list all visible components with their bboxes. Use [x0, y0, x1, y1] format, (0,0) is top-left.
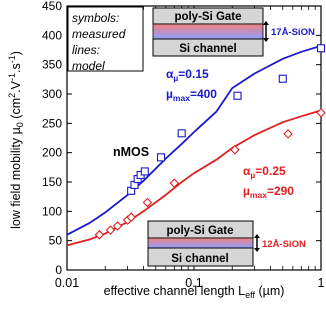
- data-point-diamond: [283, 129, 293, 139]
- legend-line: measured: [72, 27, 126, 41]
- y-tick-label: 200: [42, 146, 62, 160]
- y-tick-label: 400: [42, 28, 62, 42]
- data-point-diamond: [316, 107, 326, 118]
- legend-line: model: [72, 59, 105, 73]
- model-line-0: [66, 45, 322, 236]
- red-mu-annotation: µmax=290: [243, 184, 294, 200]
- y-tick-label: 150: [42, 175, 62, 189]
- y-tick-labels: 0 50 100 150 200 250 300 350 400 450: [42, 0, 62, 277]
- inset-channel-box: [152, 38, 264, 57]
- blue-alpha-annotation: αµ=0.15: [166, 67, 209, 83]
- y-tick-label: 350: [42, 58, 62, 72]
- blue-mu-annotation: µmax=400: [166, 87, 217, 103]
- data-point-diamond: [169, 178, 180, 188]
- inset-channel-label: Si channel: [179, 43, 237, 55]
- data-markers: [94, 44, 326, 240]
- data-point-diamond: [230, 144, 240, 155]
- data-point-square: [278, 74, 287, 83]
- y-tick-label: 0: [55, 263, 62, 277]
- y-tick-label: 250: [42, 116, 62, 130]
- x-tick-label: 0.1: [185, 276, 202, 290]
- inset-oxide-layer: [152, 23, 264, 40]
- x-axis-label: effective channel length Leff (µm): [104, 284, 285, 300]
- data-point-diamond: [112, 221, 123, 231]
- data-point-square: [316, 44, 326, 53]
- red-alpha-annotation: αµ=0.25: [243, 164, 286, 180]
- legend-box: symbols: measured lines: model: [67, 6, 144, 73]
- inset-oxide-layer: [147, 237, 254, 249]
- data-point-square: [233, 91, 242, 100]
- x-tick-labels: 0.01 0.1 1: [55, 276, 325, 290]
- data-point-diamond: [126, 212, 136, 222]
- data-point-diamond: [94, 230, 105, 240]
- inset-oxide-label: 12Å-SiON: [262, 239, 306, 250]
- inset-gate-label: poly-Si Gate: [174, 11, 241, 23]
- data-point-diamond: [142, 197, 153, 208]
- inset-gate-label: poly-Si Gate: [166, 225, 233, 237]
- data-point-diamond: [105, 225, 116, 235]
- data-point-square: [156, 153, 166, 162]
- y-tick-label: 450: [42, 0, 62, 13]
- nmos-label: nMOS: [113, 145, 149, 159]
- legend-line: lines:: [72, 43, 100, 57]
- y-tick-label: 100: [42, 204, 62, 218]
- y-tick-label: 50: [49, 234, 63, 248]
- inset-channel-box: [147, 247, 254, 267]
- x-tick-label: 0.01: [55, 276, 79, 290]
- inset-17A: poly-Si Gate Si channel 17Å-SiON: [152, 7, 315, 57]
- legend-line: symbols:: [72, 11, 119, 25]
- x-tick-label: 1: [318, 276, 325, 290]
- data-point-square: [177, 129, 186, 138]
- y-tick-label: 300: [42, 87, 62, 101]
- data-point-square: [140, 167, 149, 176]
- inset-12A: poly-Si Gate Si channel 12Å-SiON: [147, 220, 306, 267]
- inset-oxide-label: 17Å-SiON: [271, 27, 315, 38]
- inset-channel-label: Si channel: [171, 253, 229, 265]
- y-axis-label: low field mobility µ0 (cm2.V-1.s-1): [7, 51, 25, 229]
